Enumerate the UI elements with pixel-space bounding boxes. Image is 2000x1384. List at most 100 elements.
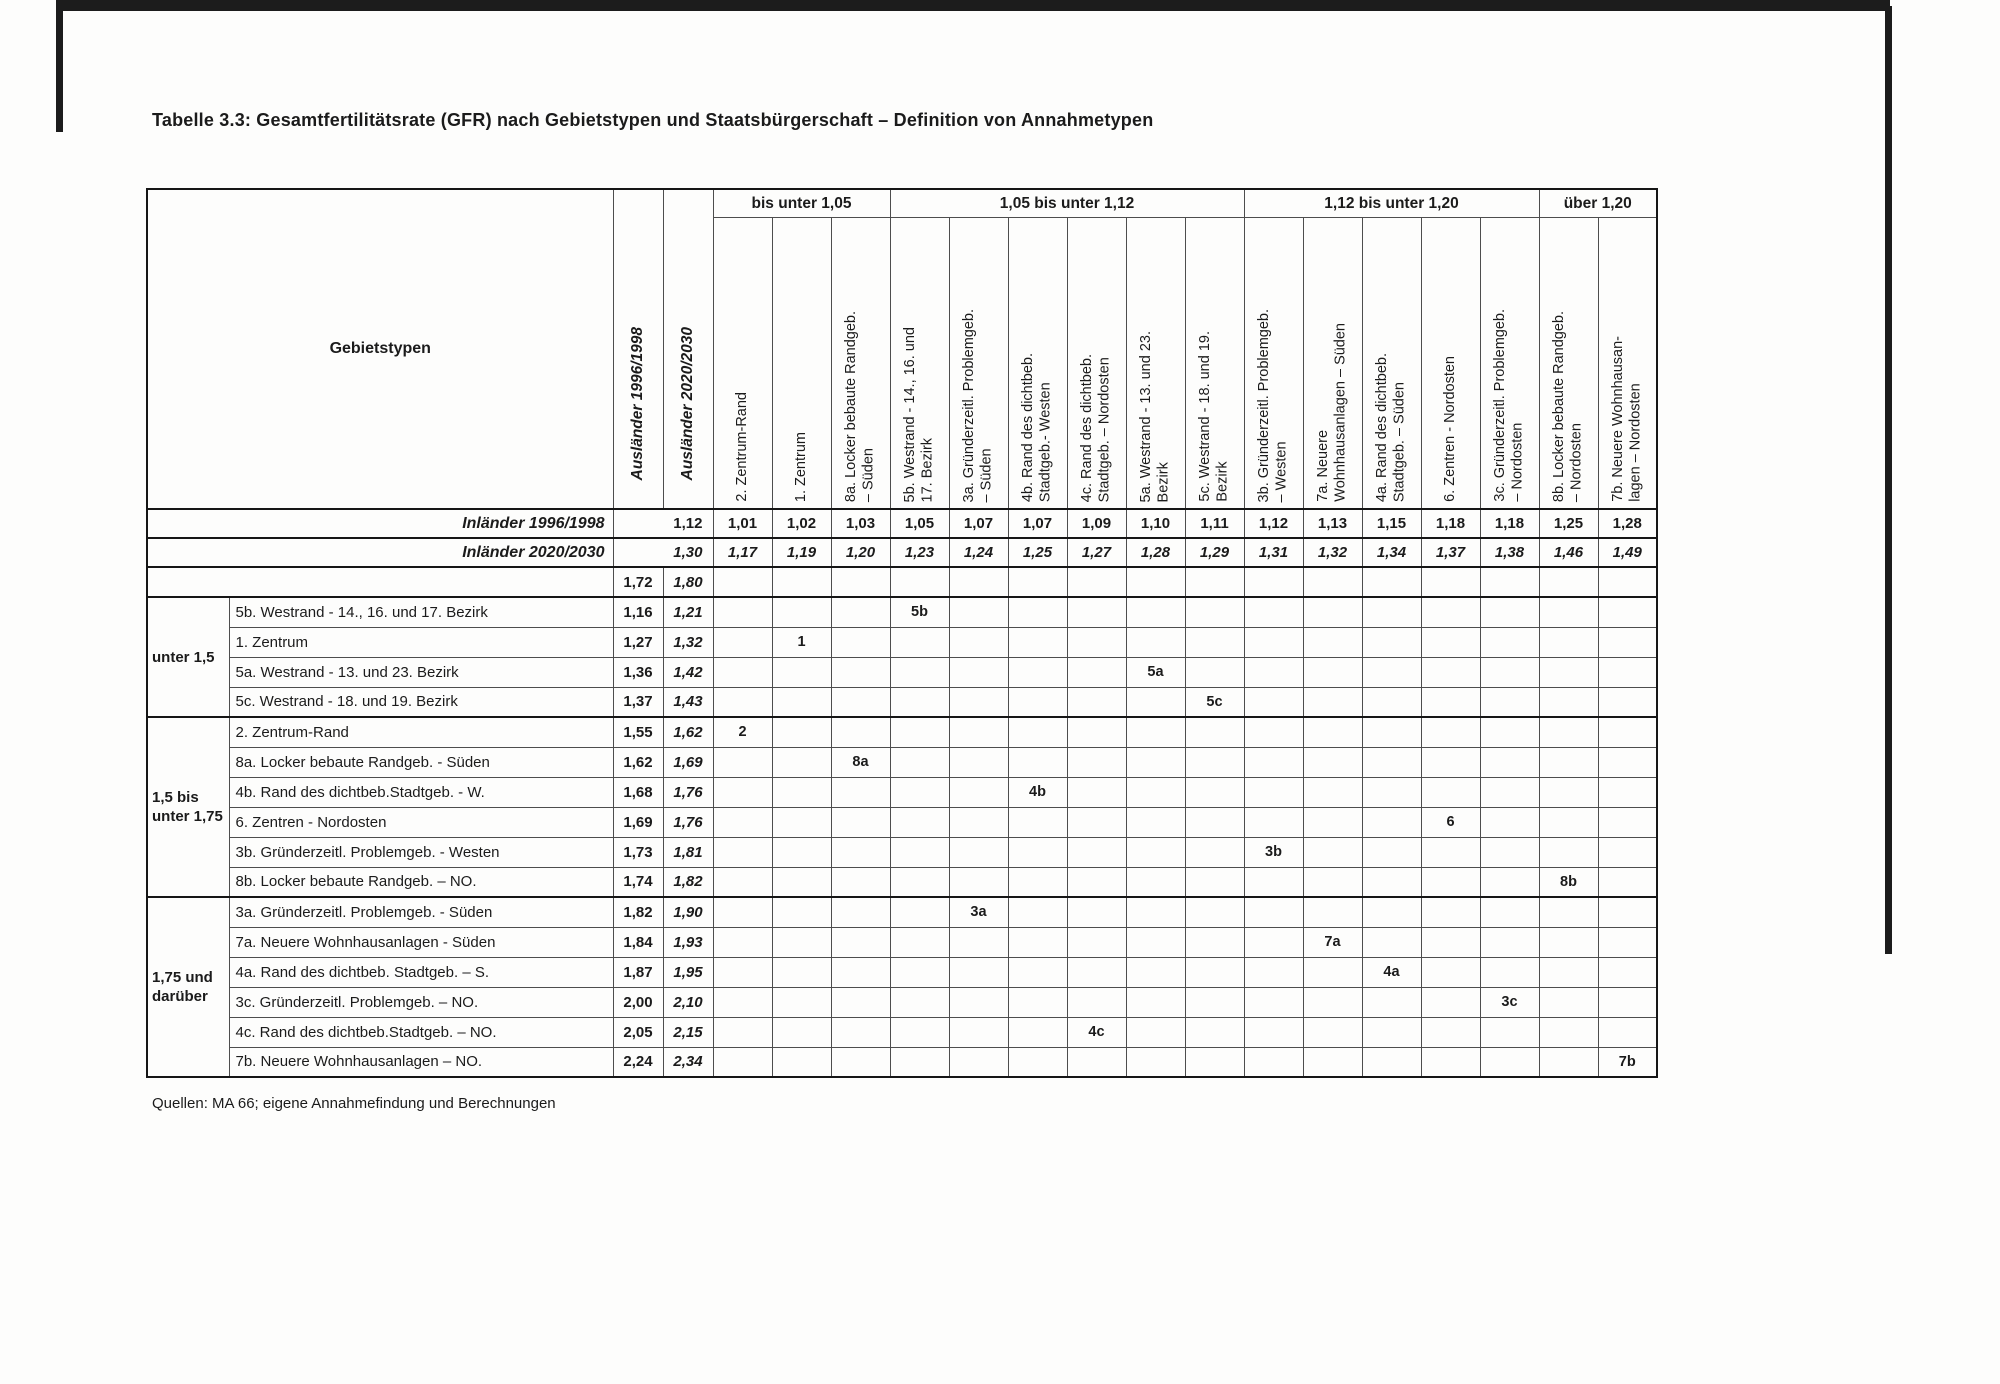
marker-cell: 3b [1243,836,1304,868]
column-header-5c: 5c. Westrand - 18. und 19. Bezirk [1184,217,1245,510]
empty-matrix-cell [712,956,773,988]
empty-matrix-cell [830,1046,891,1078]
rotated-header-label: 5a. Westrand - 13. und 23. Bezirk [1138,330,1172,502]
empty-matrix-cell [1007,896,1068,928]
empty-matrix-cell [771,596,832,628]
empty-matrix-cell [1420,1016,1481,1048]
empty-matrix-cell [771,896,832,928]
empty-matrix-cell [889,626,950,658]
empty-matrix-cell [1302,716,1363,748]
band-label-3: über 1,20 [1538,188,1658,219]
empty-matrix-cell [712,1016,773,1048]
empty-matrix-cell [1007,866,1068,898]
inlaender-row-label: Inländer 1996/1998 [146,508,614,539]
inlaender-value-cell: 1,24 [948,537,1009,568]
empty-matrix-cell [1420,626,1481,658]
marker-cell: 2 [712,716,773,748]
district-name-cell: 7a. Neuere Wohnhausanlagen - Süden [228,926,614,958]
empty-matrix-cell [1479,656,1540,688]
empty-matrix-cell [771,776,832,808]
empty-matrix-cell [712,776,773,808]
empty-matrix-cell [1243,746,1304,778]
empty-matrix-cell [1243,686,1304,718]
empty-matrix-cell [1243,566,1304,598]
source-note: Quellen: MA 66; eigene Annahmefindung un… [152,1095,556,1112]
empty-matrix-cell [1597,776,1658,808]
empty-matrix-cell [1420,956,1481,988]
value-1996-cell: 1,16 [612,596,664,628]
empty-matrix-cell [1538,596,1599,628]
empty-matrix-cell [1125,746,1186,778]
empty-matrix-cell [1538,566,1599,598]
column-header-4c: 4c. Rand des dichtbeb. Stadtgeb. – Nordo… [1066,217,1127,510]
empty-matrix-cell [1302,566,1363,598]
empty-matrix-cell [1479,836,1540,868]
table-row: 1. Zentrum 1,27 1,32 1 [147,626,1658,658]
empty-matrix-cell [830,656,891,688]
empty-matrix-cell [889,746,950,778]
rotated-header-label: 5b. Westrand - 14., 16. und 17. Bezirk [902,326,936,502]
empty-matrix-cell [1184,776,1245,808]
inlaender-value-cell: 1,49 [1597,537,1658,568]
empty-matrix-cell [712,1046,773,1078]
empty-matrix-cell [1184,656,1245,688]
empty-matrix-cell [1597,656,1658,688]
empty-matrix-cell [1302,596,1363,628]
empty-matrix-cell [1007,686,1068,718]
rotated-header-label: 5c. Westrand - 18. und 19. Bezirk [1197,331,1231,502]
empty-matrix-cell [1243,806,1304,838]
empty-matrix-cell [948,656,1009,688]
district-name-cell: 4c. Rand des dichtbeb.Stadtgeb. – NO. [228,1016,614,1048]
empty-matrix-cell [1538,746,1599,778]
table-row: 8a. Locker bebaute Randgeb. - Süden 1,62 1… [147,746,1658,778]
value-1996-cell: 1,37 [612,686,664,718]
auslaender-total-row: 1,72 1,80 [146,566,1658,598]
empty-matrix-cell [1361,986,1422,1018]
row-group-label: 1,5 bis unter 1,75 [146,716,230,898]
rotated-header-label: 4a. Rand des dichtbeb. Stadtgeb. – Süden [1374,352,1408,502]
empty-matrix-cell [1007,806,1068,838]
empty-matrix-cell [1302,806,1363,838]
inlaender-value-cell: 1,25 [1007,537,1068,568]
empty-matrix-cell [771,1016,832,1048]
value-1996-cell: 1,84 [612,926,664,958]
empty-matrix-cell [1538,926,1599,958]
inlaender-value-cell: 1,01 [712,508,773,539]
empty-matrix-cell [1538,716,1599,748]
column-header-7b: 7b. Neuere Wohnhausan- lagen – Nordosten [1597,217,1658,510]
empty-matrix-cell [1538,776,1599,808]
district-name-cell: 8b. Locker bebaute Randgeb. – NO. [228,866,614,898]
inlaender-value-cell: 1,37 [1420,537,1481,568]
empty-matrix-cell [1597,986,1658,1018]
row-group-label: unter 1,5 [146,596,230,718]
inlaender-value-cell: 1,29 [1184,537,1245,568]
empty-matrix-cell [1243,896,1304,928]
empty-matrix-cell [1007,716,1068,748]
empty-label-cell [146,566,614,598]
inlaender-value-cell: 1,46 [1538,537,1599,568]
scan-artifact-top-bar [56,0,1890,11]
marker-cell: 7b [1597,1046,1658,1078]
empty-matrix-cell [1420,896,1481,928]
empty-matrix-cell [771,836,832,868]
inlaender-total-cell: 1,12 [612,508,714,539]
empty-matrix-cell [771,656,832,688]
value-1996-cell: 1,74 [612,866,664,898]
empty-matrix-cell [1125,956,1186,988]
empty-matrix-cell [771,1046,832,1078]
empty-matrix-cell [1007,986,1068,1018]
empty-matrix-cell [1007,626,1068,658]
empty-matrix-cell [1479,596,1540,628]
value-2030-cell: 2,10 [662,986,714,1018]
empty-matrix-cell [1302,986,1363,1018]
empty-matrix-cell [1007,746,1068,778]
total-2030-cell: 1,80 [662,566,714,598]
inlaender-value-cell: 1,20 [830,537,891,568]
scan-artifact-left-mark [56,0,63,132]
empty-matrix-cell [1184,746,1245,778]
inlaender-value-cell: 1,07 [1007,508,1068,539]
empty-matrix-cell [1243,866,1304,898]
district-name-cell: 1. Zentrum [228,626,614,658]
empty-matrix-cell [1066,866,1127,898]
